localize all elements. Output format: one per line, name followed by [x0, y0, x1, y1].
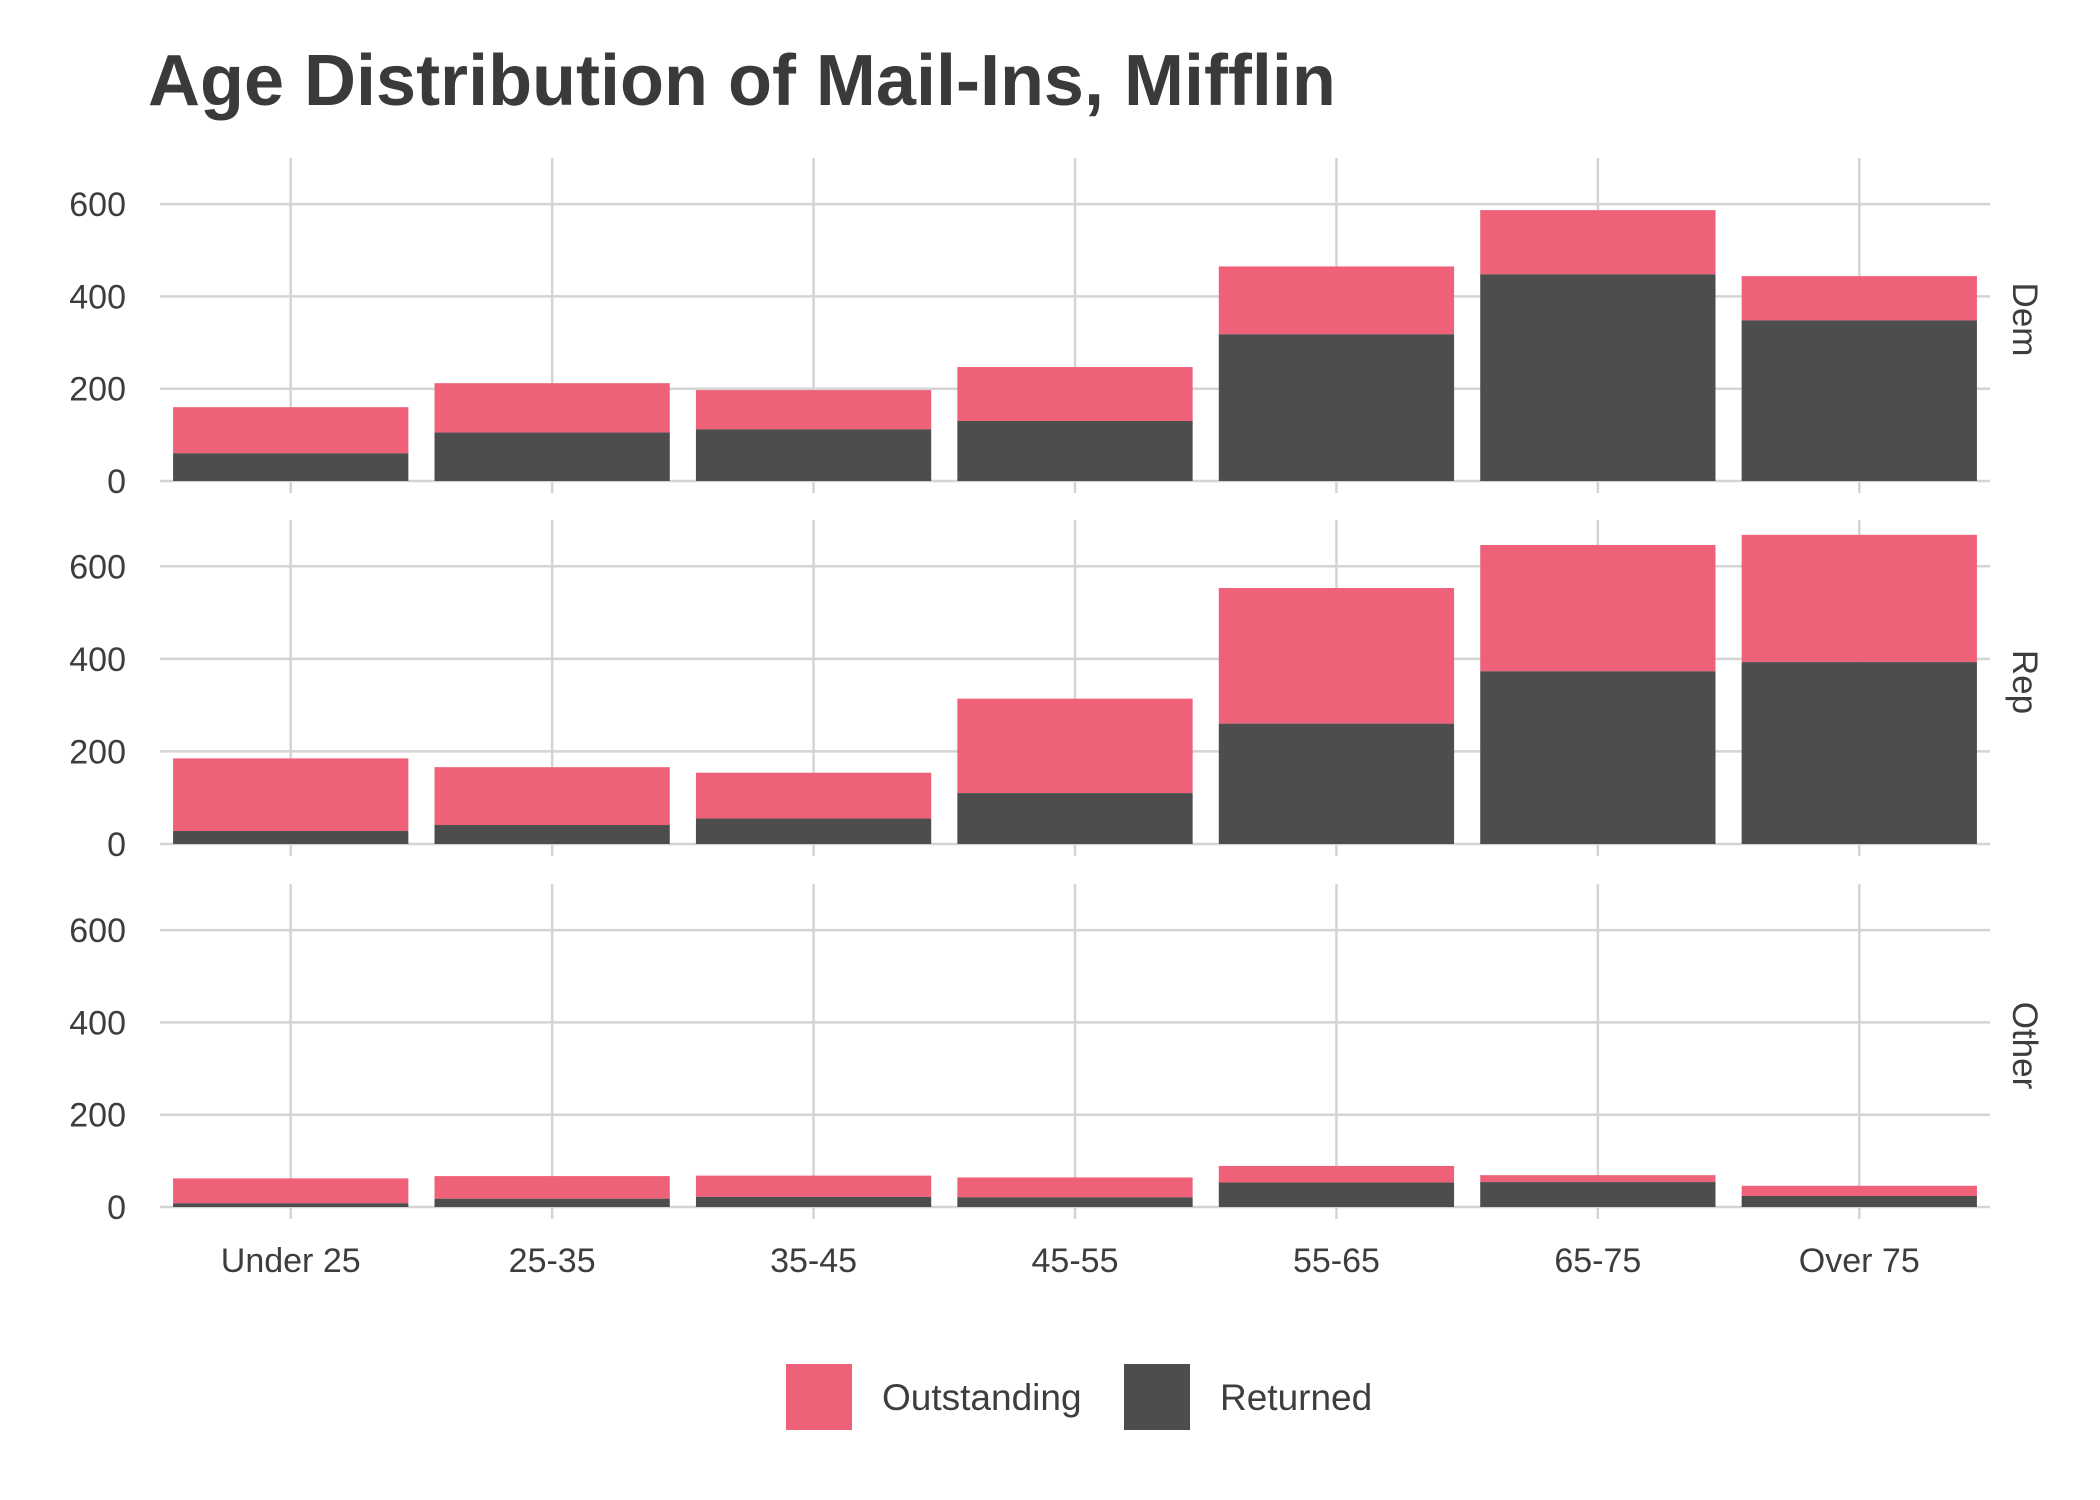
bar-returned-other-65-75 [1480, 1182, 1716, 1207]
bar-returned-rep-55-65 [1218, 723, 1455, 844]
bar-returned-other-25-35 [434, 1198, 670, 1207]
y-tick-label-dem-0: 0 [107, 463, 126, 501]
bar-outstanding-other-55-65 [1218, 1165, 1455, 1183]
facet-label-other: Other [2005, 1002, 2044, 1090]
y-tick-label-other-400: 400 [69, 1004, 126, 1042]
x-tick-label-over-75: Over 75 [1799, 1242, 1920, 1280]
facet-label-rep: Rep [2005, 650, 2044, 714]
x-tick-label-65-75: 65-75 [1554, 1242, 1641, 1280]
x-tick-label-under-25: Under 25 [221, 1242, 361, 1280]
bar-returned-dem-over-75 [1741, 320, 1977, 481]
chart-title: Age Distribution of Mail-Ins, Mifflin [148, 41, 1336, 121]
bar-returned-other-45-55 [957, 1197, 1193, 1207]
bar-returned-dem-55-65 [1218, 334, 1455, 481]
bar-returned-rep-45-55 [957, 793, 1193, 844]
x-tick-label-35-45: 35-45 [770, 1242, 857, 1280]
bar-outstanding-rep-under-25 [173, 758, 409, 832]
bar-outstanding-other-45-55 [957, 1177, 1193, 1198]
y-tick-label-other-200: 200 [69, 1097, 126, 1135]
bar-outstanding-rep-55-65 [1218, 588, 1455, 724]
facet-label-dem: Dem [2005, 283, 2044, 357]
bar-returned-dem-65-75 [1480, 274, 1716, 481]
legend-label-returned: Returned [1220, 1377, 1372, 1418]
bar-returned-rep-25-35 [434, 825, 670, 844]
bar-outstanding-rep-over-75 [1741, 534, 1977, 663]
bar-outstanding-other-35-45 [695, 1175, 932, 1197]
x-tick-label-55-65: 55-65 [1293, 1242, 1380, 1280]
legend-swatch-outstanding [786, 1364, 852, 1430]
bar-returned-rep-35-45 [695, 818, 932, 844]
y-tick-label-rep-600: 600 [69, 548, 126, 586]
bar-outstanding-rep-45-55 [957, 698, 1193, 794]
bar-returned-other-35-45 [695, 1196, 932, 1207]
bar-returned-dem-under-25 [173, 453, 409, 481]
y-tick-label-rep-200: 200 [69, 733, 126, 771]
bar-outstanding-dem-55-65 [1218, 266, 1455, 335]
bar-outstanding-dem-65-75 [1480, 210, 1716, 275]
y-tick-label-other-0: 0 [107, 1189, 126, 1227]
x-tick-label-25-35: 25-35 [509, 1242, 596, 1280]
bar-outstanding-dem-over-75 [1741, 276, 1977, 321]
bar-returned-rep-under-25 [173, 831, 409, 844]
bar-outstanding-rep-25-35 [434, 767, 670, 826]
bar-outstanding-dem-under-25 [173, 407, 409, 454]
bar-outstanding-other-65-75 [1480, 1175, 1716, 1183]
bar-returned-other-under-25 [173, 1203, 409, 1207]
y-tick-label-dem-600: 600 [69, 186, 126, 224]
y-tick-label-rep-0: 0 [107, 826, 126, 864]
bar-returned-dem-25-35 [434, 432, 670, 481]
bar-outstanding-other-under-25 [173, 1178, 409, 1204]
x-tick-label-45-55: 45-55 [1032, 1242, 1119, 1280]
legend-label-outstanding: Outstanding [882, 1377, 1082, 1418]
y-tick-label-rep-400: 400 [69, 641, 126, 679]
y-tick-label-dem-200: 200 [69, 371, 126, 409]
bar-outstanding-rep-65-75 [1480, 544, 1716, 672]
legend-swatch-returned [1124, 1364, 1190, 1430]
bar-outstanding-dem-45-55 [957, 367, 1193, 422]
bar-returned-rep-over-75 [1741, 662, 1977, 844]
bar-outstanding-other-over-75 [1741, 1185, 1977, 1196]
bar-outstanding-other-25-35 [434, 1176, 670, 1199]
bar-returned-rep-65-75 [1480, 671, 1716, 844]
bar-outstanding-dem-25-35 [434, 383, 670, 433]
y-tick-label-dem-400: 400 [69, 278, 126, 316]
bar-returned-dem-45-55 [957, 421, 1193, 481]
bar-returned-other-55-65 [1218, 1182, 1455, 1207]
bar-outstanding-dem-35-45 [695, 390, 932, 430]
bar-returned-other-over-75 [1741, 1195, 1977, 1207]
y-tick-label-other-600: 600 [69, 912, 126, 950]
bar-outstanding-rep-35-45 [695, 772, 932, 819]
bar-returned-dem-35-45 [695, 429, 932, 481]
